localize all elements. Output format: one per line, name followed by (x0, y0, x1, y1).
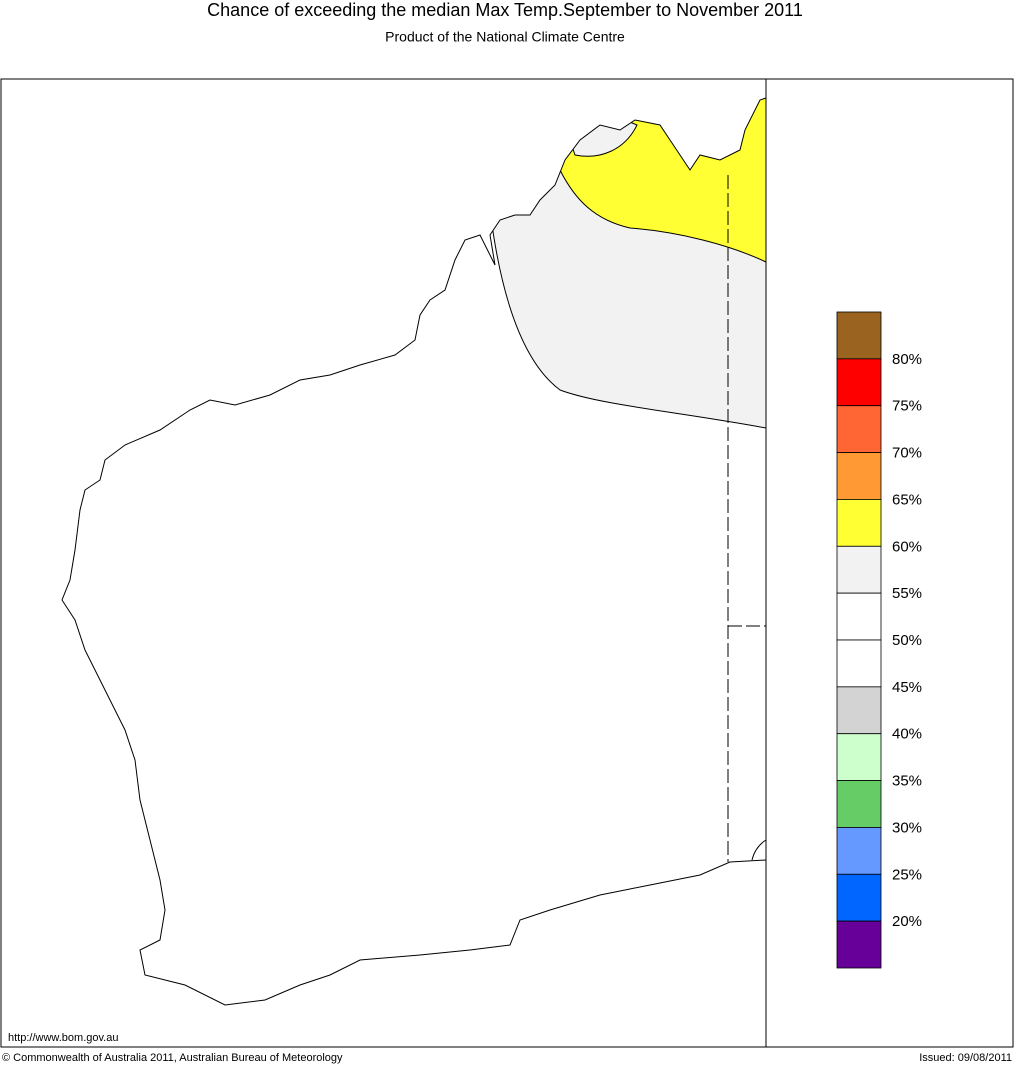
legend-swatch (836, 780, 882, 828)
source-url: http://www.bom.gov.au (8, 1032, 118, 1044)
issued-date: Issued: 09/08/2011 (919, 1052, 1012, 1064)
legend-label: 25% (892, 866, 922, 883)
coastline (61, 97, 767, 1006)
legend-swatch (836, 827, 882, 875)
legend-label: 40% (892, 726, 922, 743)
legend-swatch (836, 452, 882, 500)
legend-label: 70% (892, 445, 922, 462)
legend-swatch (836, 873, 882, 922)
legend-swatch (836, 358, 882, 407)
legend-swatch (836, 686, 882, 735)
legend-swatch (836, 545, 882, 594)
state-border (727, 175, 766, 862)
legend-swatch (836, 405, 882, 453)
legend-swatch (836, 733, 882, 781)
legend-label: 20% (892, 913, 922, 930)
subtitle: Product of the National Climate Centre (385, 29, 625, 45)
legend-label: 75% (892, 398, 922, 415)
copyright: © Commonwealth of Australia 2011, Austra… (2, 1052, 343, 1064)
legend: 80% 75% 70% 65% 60% 55% 50% 45% 40% 35% 30% 25% 20% (836, 311, 922, 969)
legend-label: 30% (892, 819, 922, 836)
title: Chance of exceeding the median Max Temp.… (207, 0, 803, 20)
legend-swatch (836, 920, 882, 969)
legend-label: 60% (892, 538, 922, 555)
legend-label: 45% (892, 679, 922, 696)
coast-east (751, 839, 767, 861)
legend-label: 80% (892, 351, 922, 368)
legend-label: 35% (892, 773, 922, 790)
legend-swatch (836, 499, 882, 547)
legend-label: 55% (892, 585, 922, 602)
legend-swatch (836, 639, 882, 688)
legend-swatch (836, 592, 882, 641)
legend-swatch (836, 311, 882, 360)
legend-label: 65% (892, 491, 922, 508)
legend-label: 50% (892, 632, 922, 649)
